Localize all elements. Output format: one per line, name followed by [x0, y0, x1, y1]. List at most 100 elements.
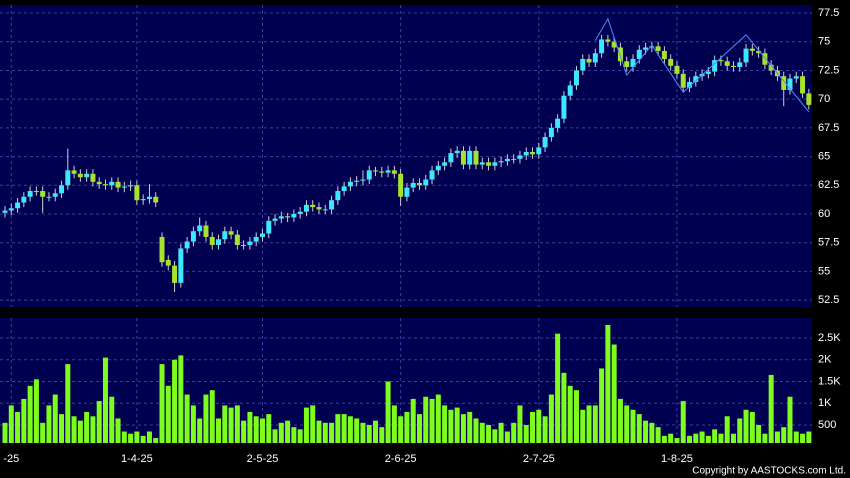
y-tick-label: 62.5 [818, 179, 839, 191]
candle-body [762, 53, 768, 65]
candle-body [479, 162, 485, 165]
volume-bar [460, 414, 466, 443]
candle-body [46, 196, 52, 198]
volume-bar [335, 414, 341, 443]
candle-body [291, 213, 297, 218]
candle-body [391, 170, 397, 174]
candle-body [636, 49, 642, 59]
candle-body [71, 170, 77, 174]
candle-body [617, 47, 623, 62]
y-tick-label: 75 [818, 36, 830, 48]
volume-bar [705, 435, 711, 443]
volume-bar [96, 401, 102, 443]
candle-body [592, 53, 598, 63]
candle-body [241, 244, 247, 246]
volume-bar [793, 431, 799, 443]
candle-body [586, 58, 592, 63]
x-tick-label: -25 [3, 453, 19, 465]
volume-bar [115, 418, 121, 443]
candle-body [96, 181, 102, 185]
volume-bar [216, 418, 222, 443]
volume-bar [410, 398, 416, 443]
volume-bar [523, 424, 529, 443]
candle-body [115, 181, 121, 188]
volume-bar [611, 344, 617, 443]
volume-bar [71, 416, 77, 443]
candle-body [222, 231, 228, 240]
volume-bar [40, 422, 46, 443]
volume-bar [617, 398, 623, 443]
candle-body [643, 47, 649, 50]
volume-bar [567, 385, 573, 443]
volume-bar [59, 414, 65, 443]
y-tick-label: 77.5 [818, 7, 839, 19]
volume-bar [253, 416, 259, 443]
candle-body [548, 127, 554, 138]
candle-body [486, 162, 492, 166]
volume-bar [749, 411, 755, 443]
candle-body [737, 62, 743, 68]
volume-bar [347, 416, 353, 443]
candle-body [159, 236, 165, 263]
candle-body [65, 170, 71, 186]
candle-body [749, 48, 755, 51]
volume-bar [636, 414, 642, 443]
candle-body [341, 186, 347, 192]
candle-body [266, 220, 272, 234]
candle-body [605, 39, 611, 42]
candle-body [90, 173, 96, 182]
candle-body [561, 95, 567, 119]
volume-bar [128, 433, 134, 443]
candle-body [77, 173, 83, 178]
candle-body [379, 171, 385, 173]
candle-body [297, 211, 303, 214]
volume-bar [592, 405, 598, 443]
candle-body [385, 170, 391, 173]
candle-body [517, 155, 523, 159]
candle-body [27, 191, 33, 197]
volume-bar [542, 416, 548, 443]
volume-bar [787, 396, 793, 443]
volume-bar [272, 429, 278, 443]
volume-bar [90, 416, 96, 443]
volume-bar [52, 394, 58, 443]
candle-body [429, 170, 435, 180]
candle-body [687, 81, 693, 88]
volume-bar [668, 433, 674, 443]
volume-bar [680, 401, 686, 443]
volume-bar [737, 418, 743, 443]
volume-bar [329, 422, 335, 443]
candle-body [454, 150, 460, 154]
volume-bar [454, 407, 460, 443]
candle-body [705, 71, 711, 74]
candle-body [404, 187, 410, 197]
volume-bar [404, 411, 410, 443]
volume-bar [8, 405, 14, 443]
candle-body [542, 137, 548, 148]
candle-body [165, 259, 171, 266]
candle-body [599, 39, 605, 54]
candle-body [21, 196, 27, 203]
volume-bar [322, 422, 328, 443]
volume-bar [649, 422, 655, 443]
volume-bar [762, 433, 768, 443]
copyright: Copyright by AASTOCKS.com Ltd. [692, 466, 846, 477]
candle-body [492, 162, 498, 166]
candle-body [373, 170, 379, 172]
volume-bar [492, 429, 498, 443]
candle-body [190, 231, 196, 242]
volume-bar [385, 381, 391, 443]
candle-body [712, 60, 718, 72]
candle-body [33, 191, 39, 193]
volume-bar [2, 422, 8, 443]
volume-bar [486, 424, 492, 443]
candle-body [253, 236, 259, 242]
y-tick-label: 70 [818, 93, 830, 105]
candle-body [285, 216, 291, 218]
volume-bar [442, 405, 448, 443]
volume-bar [429, 398, 435, 443]
volume-bar [473, 418, 479, 443]
volume-bar [146, 431, 152, 443]
volume-bar [379, 427, 385, 443]
candle-body [567, 85, 573, 96]
